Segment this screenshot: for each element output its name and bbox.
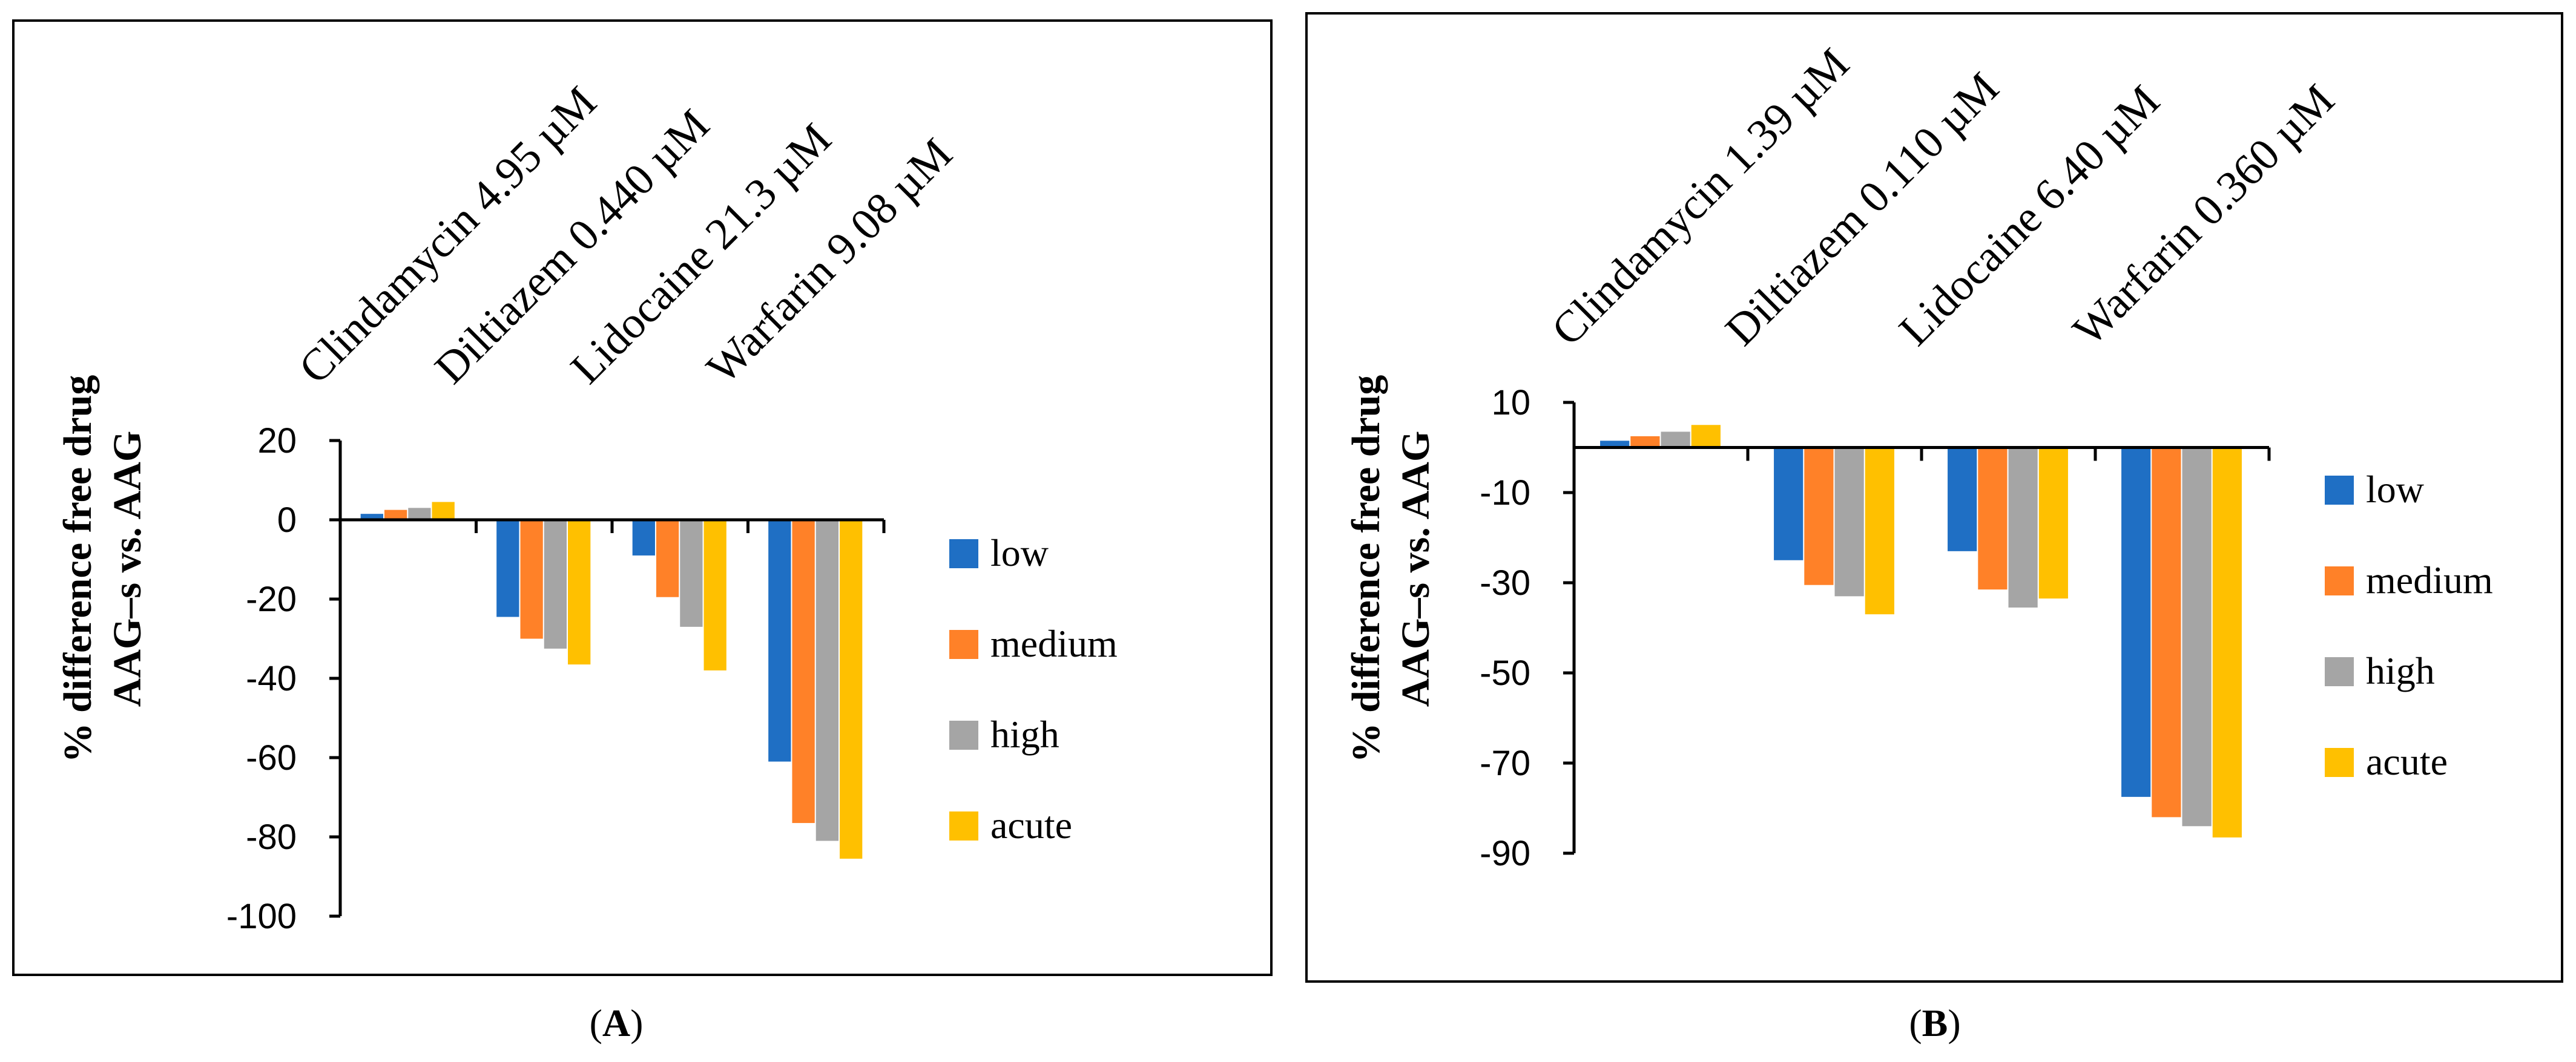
- panel-b-ytick-label: -70: [1480, 744, 1530, 783]
- panel-a-bar-high-2: [544, 520, 567, 649]
- panel-a-caption: (A): [590, 1001, 644, 1044]
- panel-b-legend-label-high: high: [2366, 649, 2435, 692]
- panel-a-bar-acute-1: [432, 502, 455, 520]
- panel-a-legend-swatch-high: [949, 721, 978, 750]
- panel-a-ylabel-line-2: AAG–s vs. AAG: [105, 431, 150, 707]
- panel-a-bar-acute-2: [568, 520, 591, 665]
- panel-b-legend-label-medium: medium: [2366, 559, 2493, 601]
- panel-b-bar-high-1: [1661, 431, 1690, 448]
- panel-a-bar-acute-4: [840, 520, 863, 859]
- panel-b-ylabel-line-1: % difference free drug: [1344, 375, 1388, 763]
- panel-a-category-label-4: Warfarin 9.08 µM: [697, 129, 962, 393]
- panel-a-bar-medium-4: [792, 520, 815, 824]
- panel-a-ytick-label: 20: [257, 421, 297, 461]
- panel-a-bar-high-1: [408, 508, 431, 520]
- panel-a-legend: low medium high acute: [949, 531, 1118, 847]
- panel-a-legend-swatch-medium: [949, 630, 978, 659]
- panel-a-ytick-label: -80: [246, 818, 297, 857]
- panel-b-ytick-label: -30: [1480, 563, 1530, 603]
- panel-a-legend-swatch-acute: [949, 811, 978, 841]
- panel-a-category-label-3: Lidocaine 21.3 µM: [561, 114, 841, 393]
- panel-b-bar-high-4: [2182, 447, 2212, 827]
- panel-a-ytick-label: -100: [226, 897, 297, 936]
- panel-b-bar-acute-3: [2038, 447, 2068, 599]
- panel-b-bar-low-1: [1600, 441, 1630, 448]
- panel-a-frame: [12, 19, 1273, 976]
- panel-b-ytick-label: -50: [1480, 654, 1530, 693]
- panel-a-legend-label-medium: medium: [990, 622, 1118, 665]
- panel-a-bar-acute-3: [703, 520, 726, 670]
- panel-a-ylabel-line-1: % difference free drug: [56, 375, 100, 763]
- panel-a-caption-letter: A: [602, 1001, 630, 1044]
- panel-b-legend-swatch-medium: [2325, 566, 2354, 595]
- panel-b-bar-acute-1: [1691, 425, 1721, 448]
- panel-b-bar-high-3: [2008, 447, 2038, 608]
- panel-b-bar-low-2: [1774, 447, 1804, 560]
- panel-a-bar-high-4: [815, 520, 839, 841]
- panel-a-bar-medium-1: [384, 510, 407, 520]
- panel-a: % difference free drug AAG–s vs. AAG 20 0…: [12, 19, 1273, 1044]
- panel-b-bar-low-3: [1948, 447, 1977, 551]
- panel-a-bar-low-2: [496, 520, 519, 617]
- panel-a-bar-low-3: [632, 520, 655, 556]
- panel-b-legend: low medium high acute: [2325, 468, 2493, 783]
- panel-a-ytick-label: -40: [246, 659, 297, 698]
- panel-b-bar-medium-3: [1978, 447, 2008, 590]
- panel-b-ylabel-line-2: AAG–s vs. AAG: [1394, 431, 1438, 707]
- panel-b: % difference free drug AAG–s vs. AAG 10 -…: [1305, 12, 2563, 1044]
- panel-a-bar-high-3: [680, 520, 703, 627]
- panel-a-legend-label-low: low: [990, 531, 1049, 574]
- panel-b-legend-label-low: low: [2366, 468, 2424, 511]
- panel-b-caption-letter: B: [1922, 1001, 1948, 1044]
- panel-b-bar-acute-2: [1865, 447, 1894, 615]
- panel-a-bar-low-1: [360, 514, 383, 520]
- panel-b-bar-medium-4: [2152, 447, 2181, 818]
- panel-a-bar-low-4: [768, 520, 791, 762]
- panel-a-bar-medium-2: [520, 520, 543, 639]
- panel-b-bar-acute-4: [2212, 447, 2242, 837]
- panel-a-ytick-label: -60: [246, 738, 297, 778]
- panel-b-ytick-label: 10: [1491, 383, 1530, 422]
- panel-a-legend-label-acute: acute: [990, 804, 1072, 847]
- panel-b-legend-swatch-high: [2325, 657, 2354, 686]
- panel-b-bar-low-4: [2121, 447, 2151, 797]
- panel-a-ytick-label: 0: [277, 500, 297, 540]
- panel-b-bar-medium-1: [1630, 436, 1660, 448]
- panel-b-legend-swatch-low: [2325, 476, 2354, 505]
- panel-b-bar-medium-2: [1804, 447, 1834, 585]
- panel-a-ytick-label: -20: [246, 580, 297, 619]
- panel-b-ytick-label: -90: [1480, 834, 1530, 873]
- panel-b-frame: [1305, 12, 2563, 983]
- panel-b-legend-label-acute: acute: [2366, 740, 2448, 783]
- panel-b-caption: (B): [1909, 1001, 1960, 1044]
- panel-a-bar-medium-3: [656, 520, 679, 597]
- panel-b-legend-swatch-acute: [2325, 748, 2354, 777]
- panel-b-ytick-label: -10: [1480, 473, 1530, 513]
- panel-b-bar-high-2: [1834, 447, 1864, 597]
- panel-a-legend-label-high: high: [990, 713, 1059, 756]
- panel-a-legend-swatch-low: [949, 539, 978, 568]
- panel-b-category-label-1: Clindamycin 1.39 µM: [1543, 39, 1859, 355]
